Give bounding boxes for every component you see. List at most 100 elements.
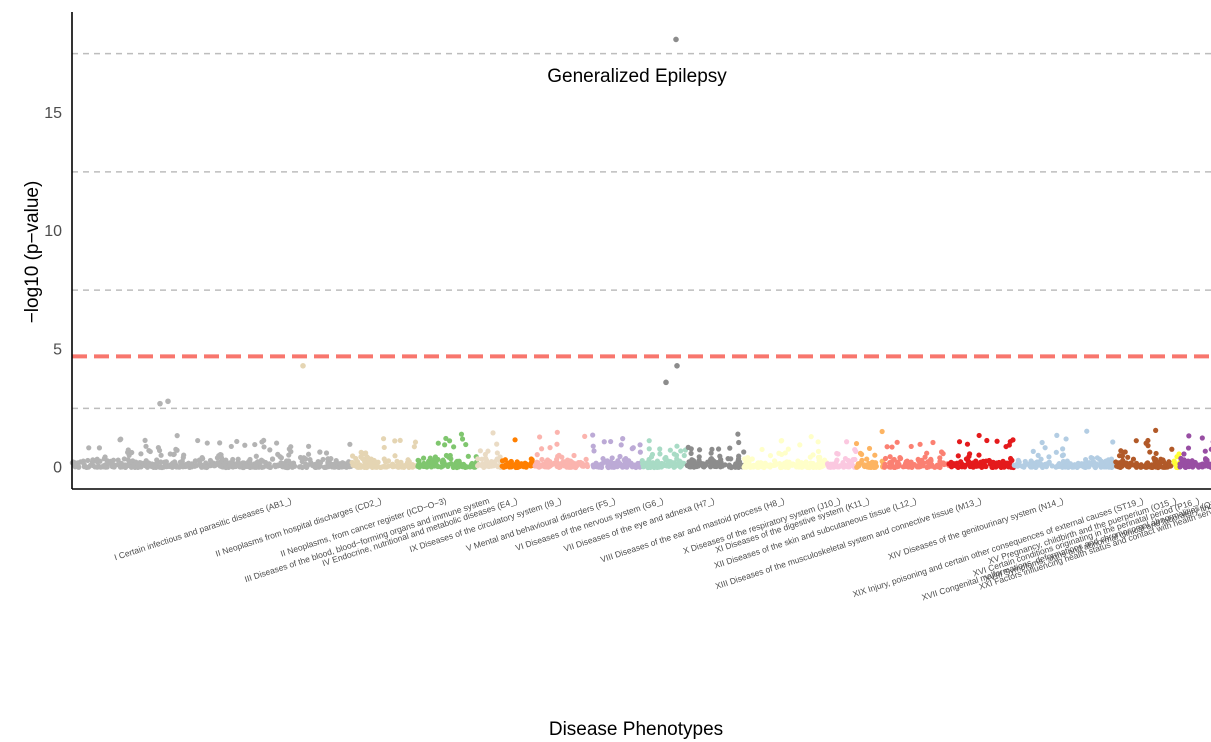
data-point	[1059, 453, 1066, 459]
data-point	[174, 433, 180, 439]
data-point	[556, 452, 562, 458]
data-point	[1037, 462, 1043, 468]
data-point	[1160, 464, 1166, 470]
data-point	[539, 456, 545, 463]
data-point	[1010, 437, 1016, 443]
data-point	[1043, 462, 1050, 468]
data-point	[1201, 463, 1207, 469]
data-point	[908, 459, 914, 465]
data-point	[1130, 456, 1137, 462]
data-point	[1042, 445, 1048, 451]
data-point	[115, 457, 121, 463]
data-point	[610, 464, 616, 470]
data-point	[736, 439, 742, 446]
data-point	[96, 445, 103, 451]
data-point	[940, 451, 946, 457]
data-point	[1035, 452, 1041, 458]
y-axis-title: −log10 (p−value)	[22, 181, 43, 324]
data-point	[233, 463, 239, 469]
data-point	[245, 463, 251, 469]
data-point	[554, 429, 560, 435]
data-point	[392, 453, 398, 459]
data-point	[420, 455, 427, 461]
data-point	[502, 457, 508, 463]
data-point	[812, 463, 819, 469]
data-point	[715, 446, 722, 452]
data-point	[267, 447, 273, 453]
data-point	[956, 439, 963, 445]
data-point	[283, 462, 289, 469]
data-point	[785, 446, 791, 452]
data-point	[897, 455, 904, 462]
data-point	[1011, 462, 1017, 468]
grid-lines	[72, 52, 1211, 410]
data-point	[435, 440, 441, 446]
data-point	[442, 442, 448, 448]
data-point	[994, 460, 1000, 466]
data-point	[889, 458, 895, 465]
data-point	[273, 440, 280, 446]
data-point	[796, 464, 802, 470]
data-point	[601, 459, 607, 465]
data-point	[138, 451, 144, 457]
data-point	[183, 461, 189, 468]
data-point	[429, 460, 435, 466]
data-point	[605, 464, 611, 471]
data-point	[846, 459, 852, 465]
data-point	[229, 462, 235, 468]
data-point	[265, 464, 272, 470]
data-point	[101, 456, 107, 462]
data-point	[571, 452, 577, 459]
data-point	[708, 450, 714, 456]
data-point	[568, 458, 574, 464]
data-point	[361, 451, 367, 457]
data-point	[1185, 445, 1192, 451]
highlight-point	[674, 363, 680, 369]
data-point	[1186, 463, 1192, 470]
data-point	[826, 464, 833, 470]
data-point	[1169, 446, 1175, 452]
data-point	[736, 453, 742, 459]
data-point	[189, 462, 195, 468]
data-point	[725, 456, 731, 462]
data-point	[320, 456, 326, 463]
data-point	[840, 459, 846, 466]
data-point	[469, 460, 475, 467]
data-point	[299, 464, 305, 471]
data-point	[354, 464, 360, 470]
data-point	[289, 464, 295, 470]
data-point	[424, 464, 430, 470]
data-point	[253, 464, 260, 470]
highlight-point	[300, 363, 306, 369]
data-point	[743, 463, 749, 470]
data-point	[325, 461, 331, 467]
data-point	[674, 443, 680, 449]
data-point	[465, 453, 471, 459]
data-point	[1083, 457, 1089, 463]
data-point	[411, 444, 417, 450]
data-point	[325, 456, 331, 462]
data-point	[1008, 457, 1014, 463]
data-point	[136, 463, 142, 470]
data-point	[672, 463, 679, 469]
data-point	[855, 461, 861, 467]
data-point	[179, 461, 186, 467]
data-point	[889, 444, 895, 450]
data-point	[884, 444, 890, 450]
data-point	[75, 463, 81, 469]
data-point	[1148, 464, 1154, 470]
data-point	[677, 458, 683, 464]
data-point	[1099, 463, 1105, 470]
data-point	[660, 461, 666, 467]
data-point	[894, 463, 900, 469]
data-point	[539, 462, 545, 468]
highlight-point	[165, 398, 171, 405]
data-point	[302, 456, 309, 462]
data-point	[1132, 462, 1138, 469]
data-point	[688, 450, 694, 456]
data-point	[1176, 451, 1182, 457]
data-point	[782, 463, 788, 470]
data-point	[346, 463, 352, 469]
data-point	[1155, 459, 1162, 465]
data-point	[416, 464, 423, 470]
